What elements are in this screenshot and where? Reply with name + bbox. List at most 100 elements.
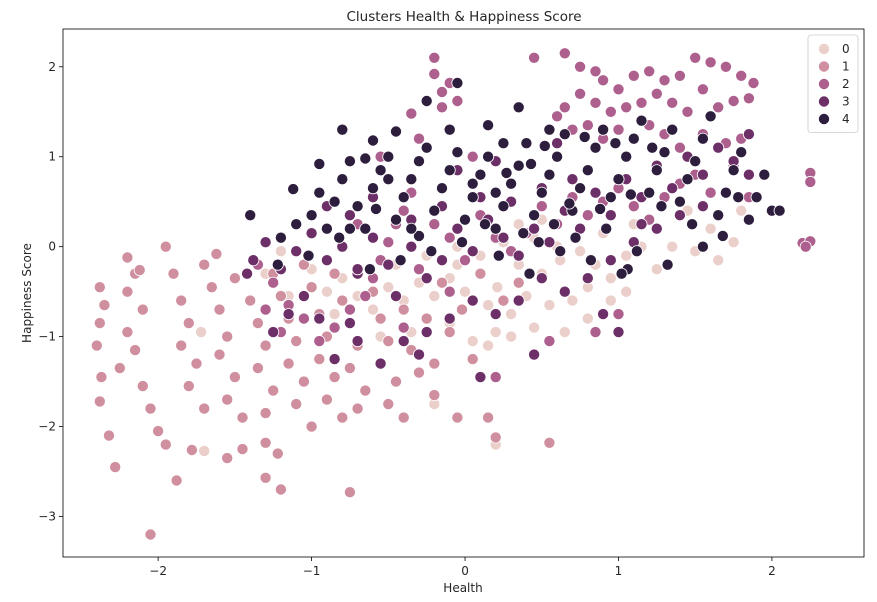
data-point bbox=[604, 294, 617, 307]
data-point bbox=[213, 303, 226, 316]
data-point bbox=[543, 168, 556, 181]
data-point bbox=[581, 272, 594, 285]
data-point bbox=[305, 227, 318, 240]
legend-label: 2 bbox=[842, 77, 850, 91]
data-point bbox=[382, 335, 395, 348]
data-point bbox=[397, 411, 410, 424]
data-point bbox=[443, 231, 456, 244]
data-point bbox=[620, 249, 633, 262]
data-point bbox=[397, 303, 410, 316]
data-point bbox=[366, 134, 379, 147]
data-point bbox=[343, 362, 356, 375]
y-tick-label: −1 bbox=[38, 330, 56, 344]
data-point bbox=[159, 240, 172, 253]
data-point bbox=[343, 155, 356, 168]
data-point bbox=[497, 137, 510, 150]
data-point bbox=[497, 294, 510, 307]
data-point bbox=[351, 402, 364, 415]
data-point bbox=[313, 312, 326, 325]
data-point bbox=[689, 51, 702, 64]
data-point bbox=[673, 195, 686, 208]
data-point bbox=[144, 402, 157, 415]
legend-marker bbox=[818, 60, 831, 73]
data-point bbox=[666, 96, 679, 109]
data-point bbox=[686, 218, 699, 231]
data-point bbox=[458, 285, 471, 298]
legend-marker bbox=[818, 95, 831, 108]
data-point bbox=[136, 303, 149, 316]
data-point bbox=[712, 209, 725, 222]
data-point bbox=[612, 83, 625, 96]
data-point bbox=[689, 155, 702, 168]
data-point bbox=[374, 164, 387, 177]
data-point bbox=[535, 186, 548, 199]
data-point bbox=[528, 321, 541, 334]
data-point bbox=[343, 303, 356, 316]
data-point bbox=[443, 326, 456, 339]
data-point bbox=[133, 264, 146, 277]
data-point bbox=[604, 105, 617, 118]
data-point bbox=[612, 173, 625, 186]
data-point bbox=[443, 285, 456, 298]
data-point bbox=[251, 317, 264, 330]
plot-frame bbox=[62, 28, 865, 558]
data-point bbox=[259, 471, 272, 484]
data-point bbox=[727, 164, 740, 177]
data-point bbox=[589, 326, 602, 339]
x-axis-label: Health bbox=[443, 581, 482, 595]
data-point bbox=[604, 191, 617, 204]
data-point bbox=[604, 209, 617, 222]
points-layer bbox=[90, 47, 817, 541]
data-point bbox=[497, 231, 510, 244]
data-point bbox=[696, 83, 709, 96]
data-point bbox=[228, 272, 241, 285]
data-point bbox=[397, 335, 410, 348]
data-point bbox=[558, 128, 571, 141]
data-point bbox=[466, 294, 479, 307]
data-point bbox=[482, 339, 495, 352]
data-point bbox=[366, 303, 379, 316]
axis-ticks: −2 −1 0 1 2 −3 −2 −1 0 1 2 bbox=[38, 60, 775, 578]
data-point bbox=[405, 222, 418, 235]
data-point bbox=[244, 294, 257, 307]
data-point bbox=[374, 312, 387, 325]
legend-marker bbox=[818, 43, 831, 56]
data-point bbox=[290, 245, 303, 258]
data-point bbox=[635, 96, 648, 109]
data-point bbox=[451, 411, 464, 424]
data-point bbox=[359, 384, 372, 397]
data-point bbox=[236, 411, 249, 424]
data-point bbox=[458, 213, 471, 226]
data-point bbox=[712, 101, 725, 114]
data-point bbox=[121, 326, 134, 339]
data-point bbox=[566, 173, 579, 186]
data-point bbox=[489, 222, 502, 235]
data-point bbox=[136, 380, 149, 393]
data-point bbox=[635, 114, 648, 127]
data-point bbox=[712, 254, 725, 267]
data-point bbox=[455, 236, 468, 249]
data-point bbox=[505, 177, 518, 190]
data-point bbox=[320, 222, 333, 235]
data-point bbox=[804, 175, 817, 188]
data-point bbox=[489, 431, 502, 444]
data-point bbox=[397, 321, 410, 334]
x-tick-label: 0 bbox=[461, 564, 469, 578]
data-point bbox=[297, 290, 310, 303]
data-point bbox=[574, 245, 587, 258]
data-point bbox=[551, 150, 564, 163]
data-point bbox=[627, 69, 640, 82]
data-point bbox=[420, 141, 433, 154]
data-point bbox=[704, 56, 717, 69]
data-point bbox=[198, 444, 211, 457]
data-point bbox=[389, 213, 402, 226]
data-point bbox=[121, 285, 134, 298]
x-tick-label: 2 bbox=[768, 564, 776, 578]
data-point bbox=[428, 204, 441, 217]
data-point bbox=[170, 474, 183, 487]
data-point bbox=[382, 258, 395, 271]
data-point bbox=[666, 182, 679, 195]
data-point bbox=[661, 258, 674, 271]
data-point bbox=[313, 353, 326, 366]
data-point bbox=[287, 183, 300, 196]
